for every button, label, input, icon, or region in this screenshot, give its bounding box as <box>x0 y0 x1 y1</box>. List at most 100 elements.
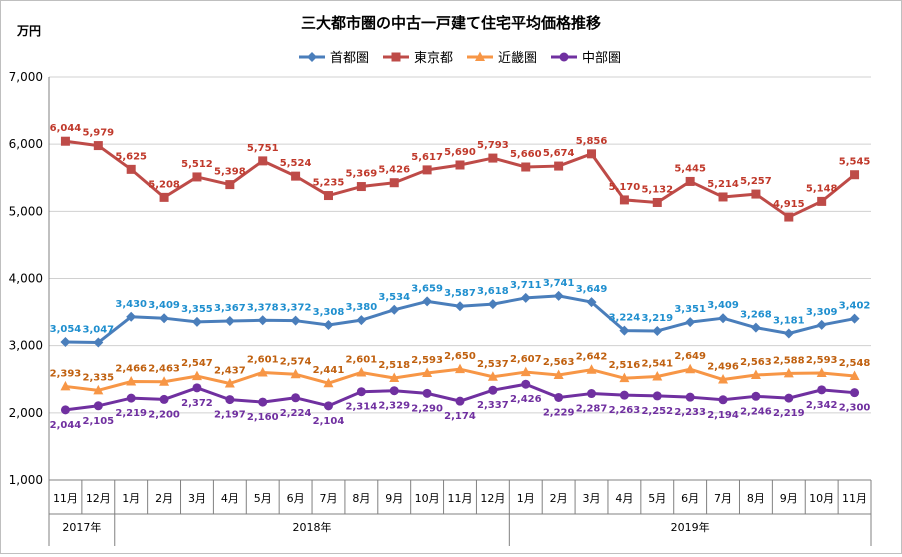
data-point <box>750 322 761 333</box>
data-label: 2,200 <box>148 409 180 420</box>
data-point <box>520 292 531 303</box>
data-label: 2,563 <box>740 357 772 368</box>
x-axis: 11月 12月 1月 2月 3月 4月 5月 6月 7月 8月 9月 10月 11月 12月 1月 2月 3月 4… <box>48 480 872 546</box>
data-label: 3,224 <box>609 313 641 324</box>
legend-item: 近畿圏 <box>467 51 537 66</box>
data-point <box>389 178 399 188</box>
data-label: 3,402 <box>839 301 871 312</box>
data-point <box>455 363 465 374</box>
y-axis-unit: 万円 <box>16 24 41 38</box>
x-tick-label: 8月 <box>352 492 370 505</box>
y-tick-label: 5,000 <box>9 204 43 218</box>
year-label: 2017年 <box>62 520 101 534</box>
legend-item: 中部圏 <box>551 51 621 66</box>
data-point <box>750 369 761 380</box>
data-label: 2,224 <box>280 408 312 419</box>
data-point <box>455 160 465 170</box>
data-point <box>488 153 498 163</box>
data-point <box>159 376 170 386</box>
data-label: 2,246 <box>740 406 772 417</box>
data-label: 2,588 <box>773 355 805 366</box>
data-point <box>159 394 169 404</box>
data-label: 3,409 <box>148 300 180 311</box>
data-label: 2,593 <box>806 355 838 366</box>
data-point <box>159 192 169 202</box>
data-label: 5,445 <box>674 163 706 174</box>
year-label: 2019年 <box>671 520 710 534</box>
data-label: 2,174 <box>444 411 476 422</box>
data-label: 2,160 <box>247 412 279 423</box>
data-label: 2,537 <box>477 359 509 370</box>
x-tick-label: 4月 <box>615 492 633 505</box>
data-point <box>475 51 485 61</box>
data-point <box>554 161 564 171</box>
data-point <box>356 366 367 377</box>
data-label: 5,132 <box>641 184 673 195</box>
y-tick-labels: 1,000 2,000 3,000 4,000 5,000 6,000 7,000 <box>9 70 43 487</box>
data-label: 5,426 <box>378 165 410 176</box>
data-label: 2,496 <box>707 362 739 373</box>
data-point <box>258 397 268 407</box>
year-label: 2018年 <box>293 520 332 534</box>
data-point <box>619 390 629 400</box>
data-point <box>192 172 202 182</box>
data-point <box>520 366 531 377</box>
data-label: 2,437 <box>214 365 246 376</box>
y-tick-label: 4,000 <box>9 272 43 286</box>
legend: 首都圏 東京都 近畿圏 中部圏 <box>299 50 621 66</box>
data-label: 2,601 <box>247 354 279 365</box>
y-tick-label: 6,000 <box>9 137 43 151</box>
data-point <box>93 141 103 151</box>
data-point <box>60 136 70 146</box>
data-point <box>521 379 531 389</box>
data-label: 2,219 <box>773 408 805 419</box>
data-point <box>60 405 70 415</box>
data-label: 2,607 <box>510 354 542 365</box>
data-point <box>389 304 400 315</box>
x-tick-label: 5月 <box>648 492 666 505</box>
x-tick-label: 10月 <box>415 492 440 505</box>
legend-item: 首都圏 <box>299 51 369 66</box>
data-point <box>126 164 136 174</box>
data-point <box>389 372 400 383</box>
data-point <box>718 313 729 324</box>
data-label: 3,378 <box>247 302 279 313</box>
x-tick-label: 2月 <box>155 492 173 505</box>
x-tick-label: 10月 <box>809 492 834 505</box>
data-label: 3,219 <box>641 313 673 324</box>
data-point <box>685 317 696 328</box>
data-point <box>191 370 202 381</box>
y-tick-label: 7,000 <box>9 70 43 84</box>
data-point <box>290 315 301 326</box>
data-point <box>553 369 564 380</box>
data-label: 2,574 <box>280 356 312 367</box>
data-label: 3,367 <box>214 303 246 314</box>
x-tick-label: 7月 <box>714 492 732 505</box>
legend-label: 首都圏 <box>330 51 369 66</box>
data-label: 2,518 <box>378 360 410 371</box>
data-label: 5,257 <box>740 176 772 187</box>
data-label: 5,148 <box>806 183 838 194</box>
data-label: 2,300 <box>839 403 871 414</box>
x-tick-label: 3月 <box>188 492 206 505</box>
data-point <box>422 388 432 398</box>
data-point <box>356 315 367 326</box>
data-label: 2,593 <box>411 355 443 366</box>
legend-label: 東京都 <box>414 50 453 66</box>
data-point <box>60 380 71 391</box>
data-point <box>323 191 333 201</box>
data-point <box>291 171 301 181</box>
x-tick-label: 11月 <box>53 492 78 505</box>
data-point <box>389 386 399 396</box>
data-label: 2,463 <box>148 364 180 375</box>
data-point <box>60 337 71 348</box>
data-point <box>652 370 663 381</box>
data-point <box>850 388 860 398</box>
data-point <box>619 195 629 205</box>
data-label: 2,541 <box>641 358 673 369</box>
data-label: 3,355 <box>181 304 213 315</box>
data-point <box>559 52 569 62</box>
x-tick-label: 5月 <box>254 492 272 505</box>
data-label: 4,915 <box>773 199 805 210</box>
